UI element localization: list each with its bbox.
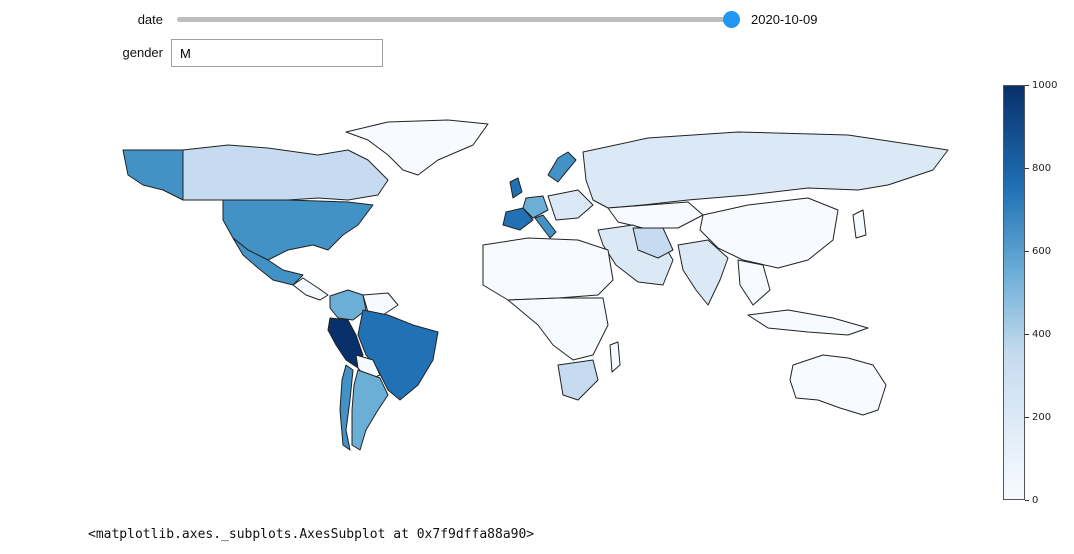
- argentina: [351, 369, 389, 451]
- date-slider-label: date: [137, 12, 163, 27]
- eastern-europe: [547, 189, 594, 221]
- russia: [582, 131, 949, 209]
- brazil: [357, 309, 439, 401]
- indonesia: [747, 309, 869, 336]
- central-africa: [507, 297, 609, 361]
- china: [699, 197, 839, 269]
- south-africa: [557, 359, 599, 401]
- cell-output-text: <matplotlib.axes._subplots.AxesSubplot a…: [88, 527, 535, 542]
- colorbar-tick: 0: [1025, 495, 1038, 506]
- india: [677, 239, 729, 306]
- scandinavia: [547, 151, 577, 183]
- mexico: [232, 237, 304, 286]
- colorbar-tick: 1000: [1025, 80, 1057, 91]
- colorbar: [1003, 85, 1025, 500]
- france: [502, 207, 534, 231]
- colorbar-tick: 800: [1025, 163, 1051, 174]
- date-slider-handle[interactable]: [723, 11, 740, 28]
- italy: [534, 214, 557, 239]
- iran: [632, 227, 674, 259]
- central-america: [292, 277, 329, 301]
- greenland: [345, 119, 489, 176]
- colorbar-tick: 400: [1025, 329, 1051, 340]
- canada: [182, 144, 389, 201]
- kazakhstan: [607, 201, 704, 229]
- australia: [789, 354, 887, 416]
- colorbar-tick: 600: [1025, 246, 1051, 257]
- date-slider-track[interactable]: [177, 17, 732, 22]
- chile: [339, 364, 354, 451]
- germany-area: [522, 195, 549, 219]
- alaska: [122, 149, 184, 201]
- colorbar-tick: 200: [1025, 412, 1051, 423]
- united-kingdom: [509, 177, 523, 199]
- colombia: [329, 289, 367, 321]
- madagascar: [609, 341, 621, 373]
- gender-input-label: gender: [122, 45, 163, 60]
- date-slider-readout: 2020-10-09: [751, 12, 818, 27]
- north-africa: [482, 237, 614, 301]
- gender-input[interactable]: [171, 39, 383, 67]
- southeast-asia: [737, 259, 771, 306]
- venezuela: [362, 292, 399, 316]
- world-choropleth-map: [122, 119, 949, 451]
- japan: [852, 209, 867, 239]
